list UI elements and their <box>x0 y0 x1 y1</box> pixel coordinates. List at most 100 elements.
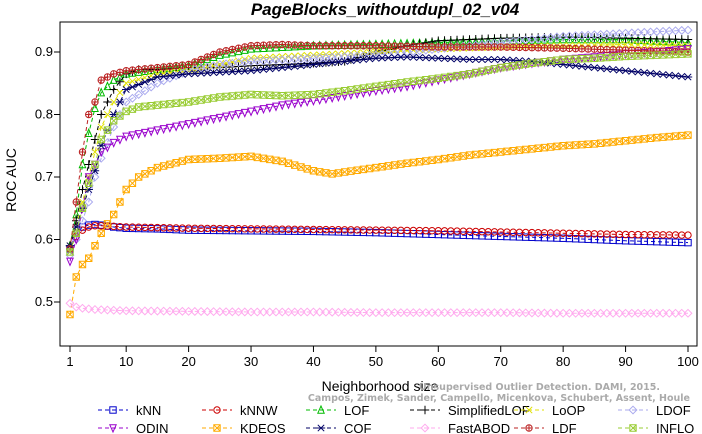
legend-marker-cof <box>316 424 326 432</box>
marker-odin <box>265 103 274 113</box>
marker-fastabod <box>658 308 668 318</box>
marker-odin <box>134 130 143 140</box>
marker-lof <box>640 35 649 45</box>
marker-fastabod <box>296 307 306 317</box>
marker-fastabod <box>277 307 287 317</box>
marker-odin <box>359 89 368 98</box>
marker-odin <box>178 121 187 131</box>
marker-odin <box>590 53 599 63</box>
x-tick-label: 60 <box>431 354 445 369</box>
marker-kdeos <box>66 310 74 319</box>
marker-odin <box>109 138 118 148</box>
marker-simplifiedlof <box>115 77 125 86</box>
marker-ldf <box>104 73 111 81</box>
marker-kdeos <box>134 173 143 181</box>
marker-inflo <box>178 98 187 107</box>
marker-kdeos <box>228 153 237 162</box>
legend-marker-simplifiedlof <box>420 405 430 415</box>
marker-odin <box>390 84 399 94</box>
marker-ldof <box>658 26 668 36</box>
marker-ldof <box>340 52 350 62</box>
marker-cof <box>246 67 256 75</box>
marker-loop <box>103 110 112 119</box>
series-line-loop <box>69 43 689 246</box>
marker-ldf <box>597 46 604 53</box>
marker-fastabod <box>115 305 125 316</box>
marker-kdeos <box>334 169 343 177</box>
marker-cof <box>296 62 306 70</box>
marker-fastabod <box>77 303 87 313</box>
marker-fastabod <box>315 307 325 317</box>
legend-marker-ldof <box>628 405 638 415</box>
marker-inflo <box>453 71 461 80</box>
marker-ldf <box>235 45 242 52</box>
legend-entry-inflo: INFLO <box>618 421 694 434</box>
marker-ldf <box>135 66 142 73</box>
marker-lof <box>590 34 599 44</box>
marker-cof <box>621 67 630 75</box>
marker-ldof <box>633 28 643 38</box>
marker-ldf <box>378 42 386 50</box>
marker-ldf <box>403 43 411 50</box>
marker-ldof <box>589 30 599 40</box>
marker-lof <box>652 35 661 45</box>
marker-loop <box>671 41 680 50</box>
marker-simplifiedlof <box>103 97 112 107</box>
marker-loop <box>110 98 118 106</box>
marker-kdeos <box>397 160 405 168</box>
marker-fastabod <box>377 308 387 318</box>
legend-marker-loop <box>525 406 533 414</box>
marker-odin <box>303 97 312 107</box>
legend-label-simplifiedlof: SimplifiedLOF <box>448 403 530 418</box>
marker-lof <box>634 34 643 44</box>
marker-kdeos <box>109 210 118 219</box>
marker-ldf <box>160 63 167 71</box>
marker-ldf <box>266 41 273 49</box>
marker-odin <box>122 132 131 142</box>
marker-ldf <box>372 42 380 49</box>
marker-kdeos <box>478 150 486 158</box>
marker-fastabod <box>127 306 137 316</box>
marker-ldf <box>385 42 392 50</box>
marker-ldf <box>522 44 529 51</box>
marker-ldof <box>252 56 262 66</box>
x-axis: 1 10 20 30 40 50 60 70 80 90 100 <box>66 346 699 369</box>
marker-fastabod <box>90 304 100 315</box>
marker-loop <box>116 89 124 97</box>
marker-inflo <box>422 76 430 84</box>
marker-cof <box>290 62 299 70</box>
marker-odin <box>371 87 380 96</box>
marker-ldf <box>154 64 161 71</box>
marker-inflo <box>66 248 74 256</box>
marker-fastabod <box>340 307 350 317</box>
marker-cof <box>646 69 655 77</box>
marker-kdeos <box>78 260 87 269</box>
marker-ldf <box>616 46 623 54</box>
marker-kdeos <box>515 146 524 154</box>
marker-kdeos <box>372 163 380 172</box>
marker-inflo <box>347 86 355 94</box>
marker-kdeos <box>528 145 536 153</box>
legend-entry-kdeos: KDEOS <box>202 421 286 434</box>
marker-fastabod <box>240 307 250 317</box>
marker-ldf <box>491 43 498 51</box>
marker-kdeos <box>141 170 149 178</box>
marker-odin <box>103 143 112 153</box>
marker-fastabod <box>109 305 119 315</box>
marker-odin <box>284 100 293 110</box>
marker-inflo <box>172 99 180 107</box>
marker-odin <box>253 106 262 116</box>
marker-inflo <box>241 91 249 99</box>
marker-fastabod <box>152 306 162 316</box>
marker-odin <box>677 45 686 55</box>
marker-kdeos <box>365 164 374 173</box>
marker-inflo <box>478 67 486 76</box>
marker-odin <box>197 117 206 127</box>
marker-loop <box>628 41 636 49</box>
marker-loop <box>659 41 667 49</box>
marker-cof <box>115 98 125 106</box>
legend-label-fastabod: FastABOD <box>448 421 510 434</box>
marker-fastabod <box>633 308 643 318</box>
marker-ldf <box>647 47 654 55</box>
